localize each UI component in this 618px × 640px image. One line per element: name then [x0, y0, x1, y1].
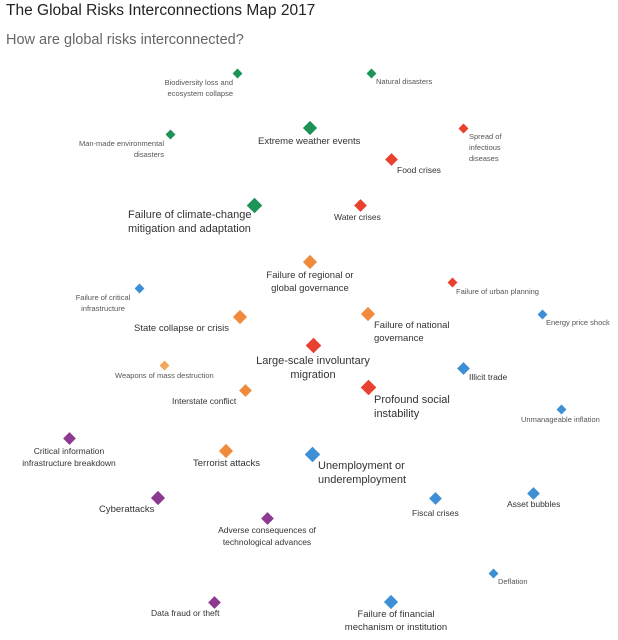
diamond-marker-icon [159, 360, 169, 370]
risk-label: Natural disasters [376, 77, 433, 86]
risk-label: Food crises [397, 165, 441, 175]
diamond-marker-icon [165, 129, 175, 139]
diamond-marker-icon [305, 337, 321, 353]
risk-label: Failure of national governance [374, 320, 450, 344]
diamond-marker-icon [62, 431, 76, 445]
risk-label: Weapons of mass destruction [115, 371, 214, 380]
risk-label: Biodiversity loss and ecosystem collapse [164, 78, 233, 98]
risk-label: State collapse or crisis [134, 323, 230, 334]
diamond-marker-icon [556, 404, 566, 414]
page-title: The Global Risks Interconnections Map 20… [6, 2, 316, 19]
risk-label: Failure of urban planning [456, 287, 539, 296]
page-subtitle: How are global risks interconnected? [6, 32, 244, 48]
risk-label: Failure of critical infrastructure [75, 293, 131, 313]
diamond-marker-icon [238, 383, 252, 397]
risk-label: Energy price shock [546, 318, 610, 327]
diamond-marker-icon [488, 568, 498, 578]
diamond-marker-icon [353, 198, 367, 212]
risk-label: Failure of financial mechanism or instit… [344, 609, 448, 633]
risk-label: Profound social instability [374, 394, 450, 420]
diamond-marker-icon [232, 68, 242, 78]
diamond-marker-icon [383, 594, 399, 610]
diamond-marker-icon [302, 254, 318, 270]
risk-label: Illicit trade [469, 372, 508, 382]
risk-label: Extreme weather events [258, 136, 361, 147]
diamond-marker-icon [232, 309, 248, 325]
diamond-marker-icon [458, 123, 468, 133]
risk-label: Interstate conflict [172, 396, 237, 406]
risk-label: Cyberattacks [99, 504, 155, 515]
risk-label: Man-made environmental disasters [78, 139, 164, 159]
risk-label: Data fraud or theft [151, 608, 220, 618]
risk-label: Failure of regional or global governance [266, 270, 354, 294]
risk-label: Unemployment or underemployment [318, 460, 407, 486]
risk-label: Terrorist attacks [193, 458, 261, 469]
risk-label: Critical information infrastructure brea… [22, 446, 116, 468]
risk-label: Asset bubbles [507, 499, 561, 509]
diamond-marker-icon [302, 120, 318, 136]
diamond-marker-icon [428, 491, 442, 505]
diamond-marker-icon [456, 361, 470, 375]
risk-label: Deflation [498, 577, 528, 586]
diamond-marker-icon [384, 152, 398, 166]
risk-label: Fiscal crises [412, 508, 459, 518]
risk-label: Water crises [334, 212, 381, 222]
diamond-marker-icon [366, 68, 376, 78]
diamond-marker-icon [360, 306, 376, 322]
risk-label: Unmanageable inflation [521, 415, 600, 424]
risk-label: Failure of climate-change mitigation and… [128, 209, 252, 235]
diamond-marker-icon [218, 443, 234, 459]
risk-label: Adverse consequences of technological ad… [218, 525, 316, 547]
risk-label: Spread of infectious diseases [469, 132, 502, 163]
diamond-marker-icon [260, 511, 274, 525]
risk-label: Large-scale involuntary migration [256, 355, 370, 381]
